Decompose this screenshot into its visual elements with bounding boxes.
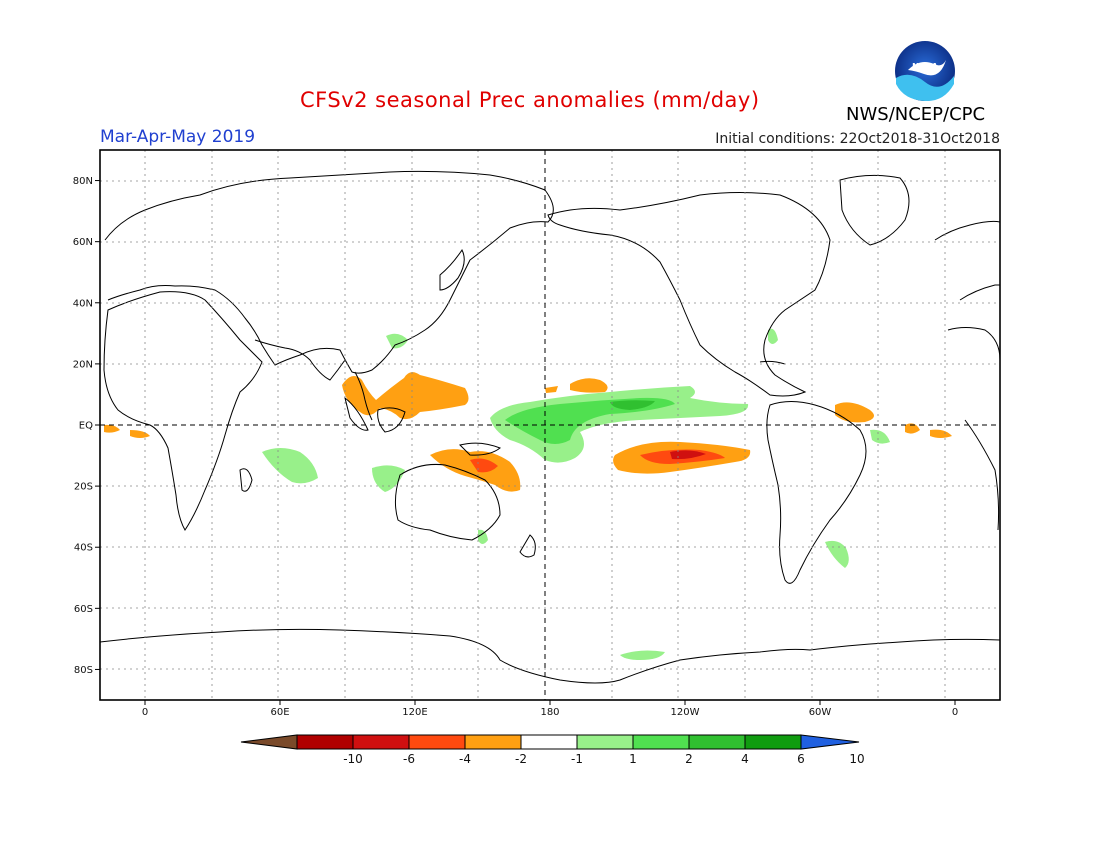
colorbar-label: -2: [515, 752, 527, 766]
colorbar-min-arrow: [240, 734, 298, 750]
wet-indian-ocean: [262, 448, 318, 484]
lat-tick-label: 80N: [73, 176, 93, 187]
lon-tick-label: 0: [142, 707, 148, 718]
lat-axis: 80N 60N 40N 20N EQ 20S 40S 60S 80S: [73, 176, 100, 676]
anomaly-fields: [104, 328, 952, 660]
lon-tick-label: 60E: [270, 707, 289, 718]
colorbar-label: 1: [629, 752, 637, 766]
colorbar-label: -4: [459, 752, 471, 766]
dry-maritime-continent: [342, 372, 469, 420]
colorbar-segment: [632, 734, 690, 750]
colorbar-segment: [576, 734, 634, 750]
svg-text:NOAA: NOAA: [912, 62, 938, 71]
colorbar-max-arrow: [800, 734, 860, 750]
lon-tick-label: 120W: [671, 707, 700, 718]
colorbar-segment: [688, 734, 746, 750]
colorbar-segment: [520, 734, 578, 750]
colorbar-segment: [744, 734, 802, 750]
lat-tick-label: 60N: [73, 237, 93, 248]
agency-label: NWS/NCEP/CPC: [846, 104, 986, 125]
colorbar-segment: [352, 734, 410, 750]
colorbar-label: 2: [685, 752, 693, 766]
initial-conditions: Initial conditions: 22Oct2018-31Oct2018: [715, 131, 1000, 147]
lat-tick-label: 80S: [74, 665, 93, 676]
lat-tick-label: 40S: [74, 543, 93, 554]
lon-tick-label: 180: [540, 707, 559, 718]
colorbar-label: 4: [741, 752, 749, 766]
lon-axis: 0 60E 120E 180 120W 60W 0: [142, 700, 958, 718]
lat-lon-grid: [100, 150, 1000, 700]
colorbar-label: 6: [797, 752, 805, 766]
lon-tick-label: 0: [952, 707, 958, 718]
coastlines: [100, 170, 1000, 684]
colorbar-label: 10: [849, 752, 864, 766]
colorbar-segment: [464, 734, 522, 750]
colorbar-label: -1: [571, 752, 583, 766]
colorbar-segment: [408, 734, 466, 750]
forecast-period: Mar-Apr-May 2019: [100, 127, 256, 147]
lat-tick-label: 20N: [73, 359, 93, 370]
lon-tick-label: 60W: [809, 707, 832, 718]
lat-tick-label: 60S: [74, 604, 93, 615]
map-title: CFSv2 seasonal Prec anomalies (mm/day): [300, 88, 760, 112]
lon-tick-label: 120E: [402, 707, 427, 718]
noaa-logo: NOAA: [895, 41, 955, 102]
colorbar-label: -6: [403, 752, 415, 766]
lat-tick-label: 40N: [73, 298, 93, 309]
colorbar-segment: [296, 734, 354, 750]
colorbar: -10 -6 -4 -2 -1 1 2 4 6 10: [240, 734, 865, 766]
colorbar-label: -10: [343, 752, 363, 766]
dry-equatorial-atlantic: [835, 402, 874, 423]
lat-tick-label: 20S: [74, 482, 93, 493]
lat-tick-label: EQ: [79, 421, 93, 432]
